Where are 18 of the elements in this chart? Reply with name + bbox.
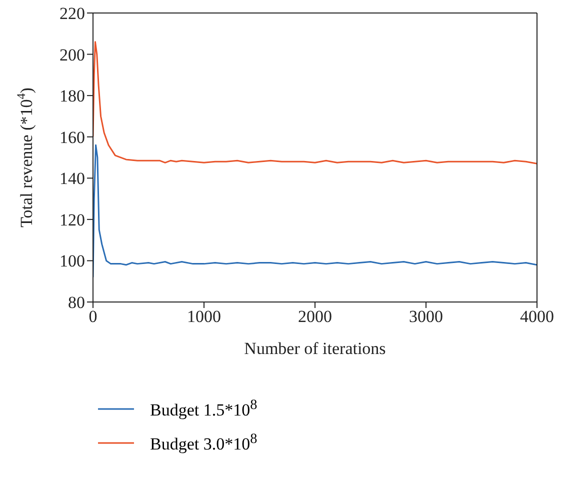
x-tick-label: 0 — [88, 307, 98, 326]
y-tick-label: 180 — [60, 86, 85, 106]
x-tick-label: 1000 — [187, 307, 221, 326]
x-tick-label: 4000 — [520, 307, 554, 326]
y-tick-label: 100 — [60, 252, 85, 271]
x-tick-label: 2000 — [298, 307, 332, 326]
x-tick-label: 3000 — [409, 307, 443, 326]
x-axis-title: Number of iterations — [244, 339, 386, 358]
y-tick-label: 160 — [60, 128, 85, 147]
y-tick-label: 120 — [60, 210, 85, 230]
y-tick-label: 200 — [60, 45, 85, 64]
line-series — [93, 41, 537, 164]
legend-label: Budget 1.5*10$^{8}$ — [150, 397, 258, 421]
line-series — [93, 144, 537, 278]
y-tick-label: 140 — [60, 169, 85, 188]
legend-label: Budget 3.0*10$^{8}$ — [150, 431, 258, 455]
y-tick-label: 80 — [68, 293, 85, 312]
y-tick-label: 220 — [60, 4, 85, 24]
